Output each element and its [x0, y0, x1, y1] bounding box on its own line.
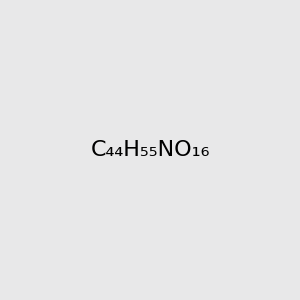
- Text: C₄₄H₅₅NO₁₆: C₄₄H₅₅NO₁₆: [90, 140, 210, 160]
